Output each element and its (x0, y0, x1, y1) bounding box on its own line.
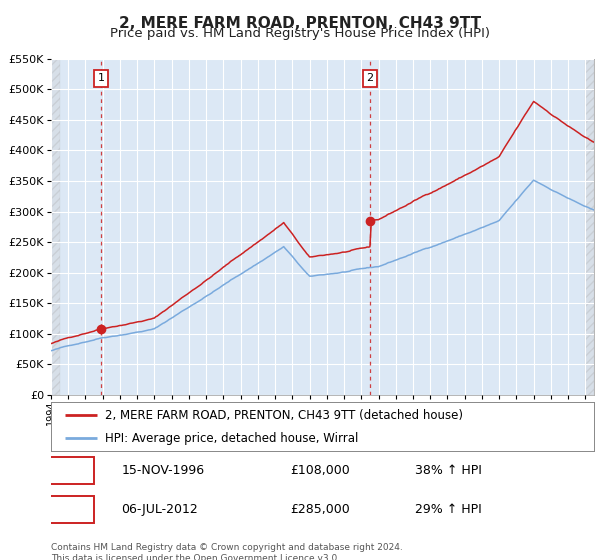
Text: 1: 1 (98, 73, 105, 83)
FancyBboxPatch shape (47, 457, 94, 484)
Text: 29% ↑ HPI: 29% ↑ HPI (415, 503, 482, 516)
Text: 2: 2 (66, 503, 74, 516)
Text: 38% ↑ HPI: 38% ↑ HPI (415, 464, 482, 477)
Text: £285,000: £285,000 (290, 503, 350, 516)
Text: 2: 2 (367, 73, 373, 83)
Text: 06-JUL-2012: 06-JUL-2012 (122, 503, 199, 516)
FancyBboxPatch shape (47, 496, 94, 523)
Text: 1: 1 (66, 464, 74, 477)
Text: HPI: Average price, detached house, Wirral: HPI: Average price, detached house, Wirr… (106, 432, 359, 445)
Text: £108,000: £108,000 (290, 464, 350, 477)
Text: 2, MERE FARM ROAD, PRENTON, CH43 9TT (detached house): 2, MERE FARM ROAD, PRENTON, CH43 9TT (de… (106, 409, 463, 422)
Text: 15-NOV-1996: 15-NOV-1996 (122, 464, 205, 477)
Text: Price paid vs. HM Land Registry's House Price Index (HPI): Price paid vs. HM Land Registry's House … (110, 27, 490, 40)
Text: Contains HM Land Registry data © Crown copyright and database right 2024.
This d: Contains HM Land Registry data © Crown c… (51, 543, 403, 560)
Text: 2, MERE FARM ROAD, PRENTON, CH43 9TT: 2, MERE FARM ROAD, PRENTON, CH43 9TT (119, 16, 481, 31)
